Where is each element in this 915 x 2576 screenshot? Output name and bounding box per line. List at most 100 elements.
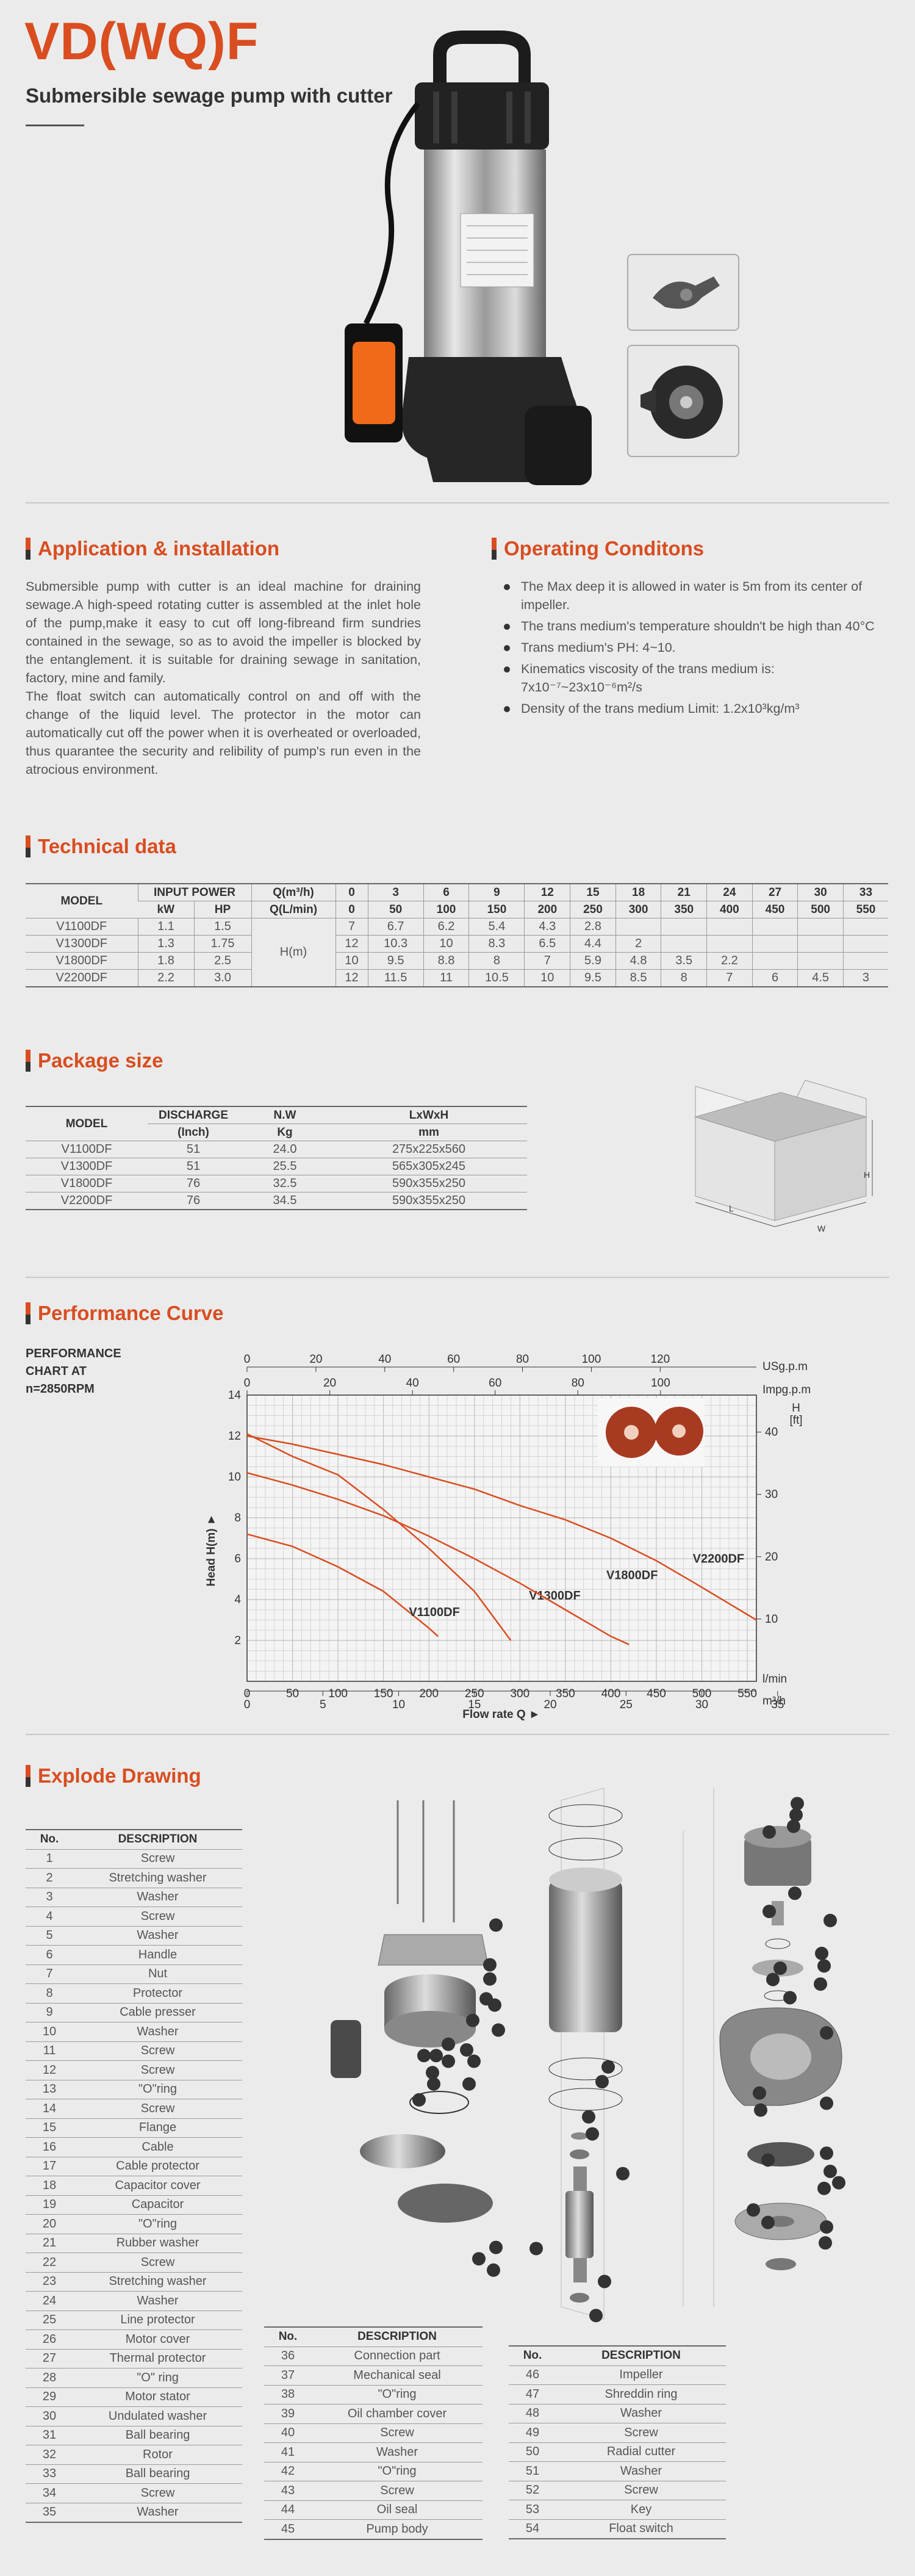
- part-number: 41: [264, 2442, 312, 2462]
- table-row: 23 Stretching washer: [26, 2272, 242, 2292]
- table-row: 22 Screw: [26, 2253, 242, 2273]
- table-row: 26 Motor cover: [26, 2329, 242, 2350]
- callout-marker: [783, 1991, 797, 2005]
- part-number: 20: [26, 2214, 73, 2234]
- technical-table: MODEL INPUT POWER Q(m³/h) 0 3 6 9 12 15 …: [26, 883, 888, 987]
- cell-discharge: 76: [148, 1192, 239, 1210]
- cell-h: 10: [335, 952, 368, 970]
- callout-marker: [789, 1808, 803, 1822]
- part-number: 53: [509, 2500, 556, 2520]
- part-number: 28: [26, 2368, 73, 2388]
- callout-marker: [466, 2013, 479, 2027]
- package-table: MODEL DISCHARGE N.W LxWxH (Inch) Kg mm V…: [26, 1106, 527, 1210]
- application-heading: Application & installation: [26, 537, 279, 560]
- cell-h: 11.5: [367, 969, 424, 987]
- table-row: V2200DF 2.2 3.0 12 11.5 11 10.5 10 9.5 8…: [26, 969, 888, 987]
- part-description: Pump body: [312, 2519, 483, 2539]
- exploded-view-image: [331, 1788, 845, 2323]
- part-description: Rotor: [73, 2445, 242, 2465]
- table-row: 1 Screw: [26, 1849, 242, 1869]
- part-number: 2: [26, 1868, 73, 1888]
- condition-item: Density of the trans medium Limit: 1.2x1…: [504, 699, 891, 718]
- part-number: 8: [26, 1983, 73, 2004]
- cell-h: [752, 952, 798, 970]
- part-number: 19: [26, 2195, 73, 2215]
- usg-tick-label: 100: [582, 1353, 601, 1366]
- heading-marker: [26, 1765, 30, 1787]
- q-m3h-cell: 24: [706, 884, 753, 901]
- cell-h: 7: [706, 969, 753, 987]
- part-number: 16: [26, 2137, 73, 2157]
- condition-item: The Max deep it is allowed in water is 5…: [504, 577, 891, 614]
- part-description: "O"ring: [312, 2385, 483, 2405]
- cell-h: [661, 935, 707, 953]
- cell-kw: 1.3: [137, 935, 194, 953]
- curve-label: V2200DF: [693, 1553, 745, 1566]
- table-row: 10 Washer: [26, 2022, 242, 2042]
- cell-discharge: 76: [148, 1175, 239, 1192]
- part-number: 13: [26, 2080, 73, 2099]
- part-description: Screw: [312, 2423, 483, 2443]
- part-number: 24: [26, 2291, 73, 2311]
- cell-h: 12: [335, 969, 368, 987]
- part-number: 7: [26, 1964, 73, 1984]
- q-m3h-cell: 33: [842, 884, 888, 901]
- x-tick-label: 100: [328, 1687, 348, 1700]
- part-number: 11: [26, 2041, 73, 2061]
- cell-h: 6.2: [423, 918, 469, 936]
- table-row: 3 Washer: [26, 1888, 242, 1907]
- part-description: Cable: [73, 2137, 242, 2157]
- cell-h: [706, 935, 753, 953]
- m3h-tick-label: 0: [244, 1698, 251, 1711]
- lmin-unit-label: l/min: [762, 1673, 787, 1686]
- part-description: Mechanical seal: [312, 2365, 483, 2386]
- cell-h: [797, 952, 844, 970]
- cell-h: [797, 918, 844, 936]
- part-number: 3: [26, 1888, 73, 1907]
- callout-marker: [820, 2096, 833, 2110]
- part-description: Flange: [73, 2118, 242, 2138]
- part-description: Line protector: [73, 2311, 242, 2330]
- table-row: V1800DF 76 32.5 590x355x250: [26, 1175, 527, 1192]
- cell-discharge: 51: [148, 1141, 239, 1158]
- part-description: Capacitor cover: [73, 2176, 242, 2196]
- heading-marker: [26, 835, 30, 857]
- performance-title: Performance Curve: [38, 1302, 224, 1324]
- callout-marker: [472, 2252, 486, 2266]
- curve-label: V1800DF: [606, 1569, 658, 1582]
- ft-tick-label: 30: [765, 1488, 778, 1501]
- col-input-power: INPUT POWER: [137, 884, 251, 901]
- col-q-lmin: Q(L/min): [251, 901, 336, 918]
- part-description: "O"ring: [73, 2214, 242, 2234]
- cell-h: [842, 918, 888, 936]
- table-row: 11 Screw: [26, 2041, 242, 2061]
- x-tick-label: 200: [419, 1687, 439, 1700]
- part-number: 40: [264, 2423, 312, 2443]
- table-row: 8 Protector: [26, 1983, 242, 2004]
- part-description: Screw: [73, 2060, 242, 2080]
- box-w-label: W: [817, 1224, 826, 1233]
- callout-marker: [492, 2023, 505, 2037]
- cell-dims: 565x305x245: [331, 1158, 527, 1175]
- part-number: 4: [26, 1907, 73, 1927]
- callout-marker: [595, 2075, 609, 2089]
- part-number: 34: [26, 2483, 73, 2503]
- cell-h: 9.5: [367, 952, 424, 970]
- callout-marker: [488, 1998, 501, 2012]
- cell-h: [842, 952, 888, 970]
- part-description: Handle: [73, 1945, 242, 1965]
- cell-h: [752, 918, 798, 936]
- callout-marker: [766, 1972, 780, 1986]
- part-description: "O"ring: [73, 2080, 242, 2099]
- callout-marker: [582, 2110, 595, 2124]
- part-description: Oil chamber cover: [312, 2404, 483, 2424]
- table-row: 5 Washer: [26, 1926, 242, 1946]
- cell-kw: 1.8: [137, 952, 194, 970]
- cell-h: 6.5: [524, 935, 570, 953]
- table-row: 51 Washer: [509, 2461, 726, 2481]
- q-lmin-cell: 150: [468, 901, 525, 918]
- application-para-2: The float switch can automatically contr…: [26, 689, 421, 777]
- table-row: 54 Float switch: [509, 2519, 726, 2539]
- product-title: VD(WQ)F: [24, 12, 259, 71]
- application-text: Submersible pump with cutter is an ideal…: [26, 577, 421, 779]
